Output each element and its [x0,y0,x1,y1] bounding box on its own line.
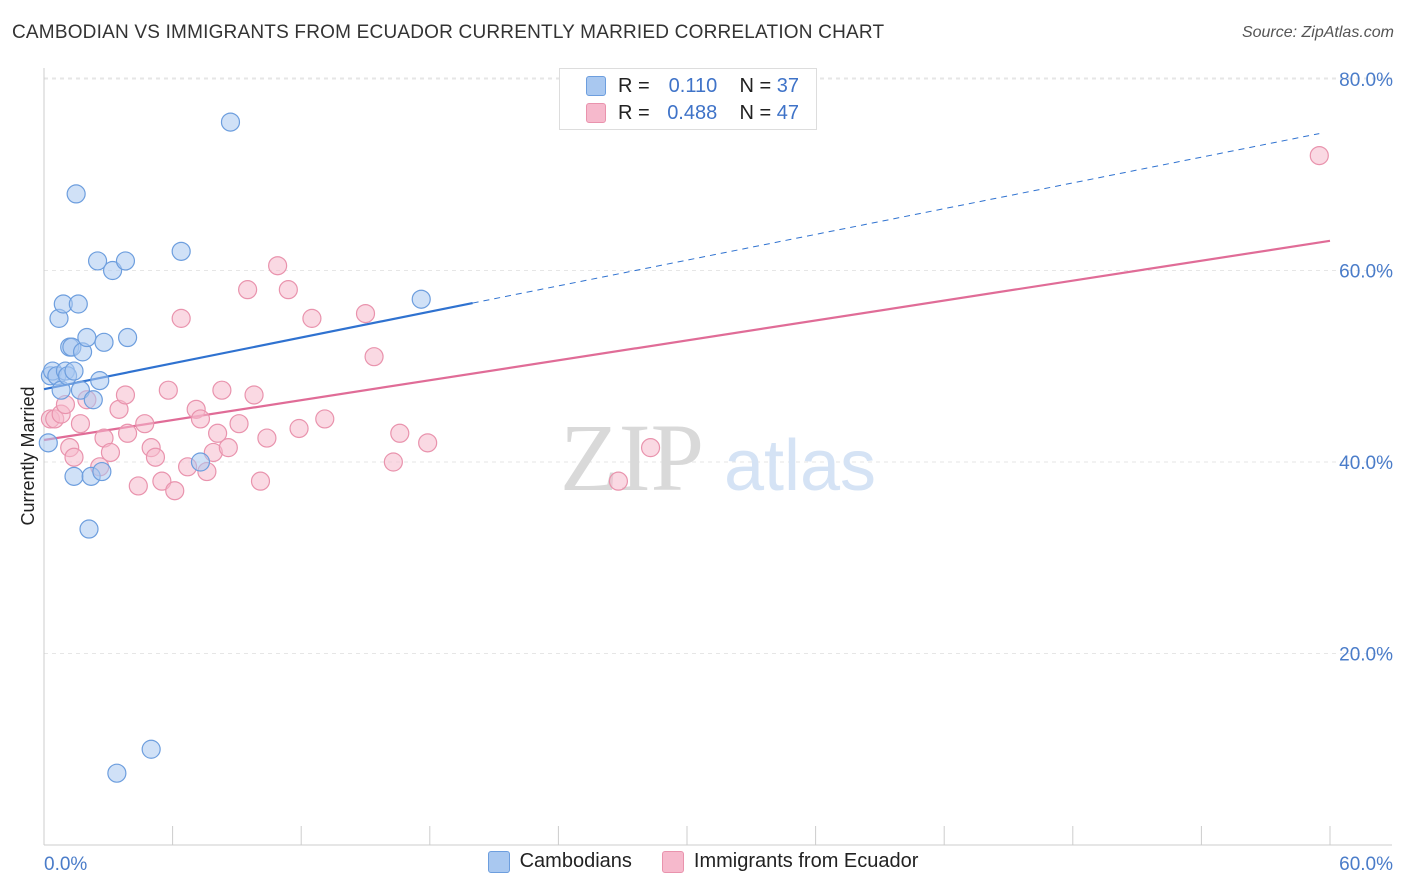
stats-legend: R = 0.110 N = 37 R = 0.488 N = 47 [559,68,817,130]
data-point [229,414,249,434]
n-value: 37 [776,74,799,97]
data-point [90,371,110,391]
legend-row-cambodians: R = 0.110 N = 37 [586,73,799,99]
data-point [171,308,191,328]
n-label: N = [739,74,772,97]
data-point [355,303,376,324]
cambodians-swatch [586,76,606,96]
data-point [115,251,136,271]
data-point [92,461,112,482]
data-point [128,476,148,496]
data-point [64,466,84,486]
trend-line [43,239,1331,442]
trend-layer [43,133,1331,442]
legend-row-ecuador: R = 0.488 N = 47 [586,100,799,126]
data-point [212,380,232,400]
data-point [411,289,431,309]
watermark-zip: ZIP [560,404,704,511]
data-point [117,327,138,348]
ecuador-swatch [586,103,606,123]
data-point [100,442,121,463]
data-point [250,471,271,491]
legend-label-ecuador: Immigrants from Ecuador [693,850,919,872]
x-tick-label: 0.0% [44,854,87,875]
data-point [220,112,241,132]
data-point [64,361,84,381]
data-point [238,280,258,300]
data-point [608,471,629,491]
data-point [77,327,97,348]
data-point [390,423,410,443]
data-point [79,519,99,539]
data-point [38,433,58,453]
data-point [145,447,166,467]
data-point [418,433,438,453]
watermark-atlas: atlas [724,426,876,506]
source-label: Source: ZipAtlas.com [1241,24,1394,41]
data-point [190,452,211,472]
ecuador-legend-swatch [661,850,684,873]
data-point [364,347,384,367]
trend-line-extension [472,133,1320,304]
data-point [141,739,161,759]
y-tick-label: 60.0% [1339,262,1393,283]
data-point [66,184,86,204]
data-point [87,251,108,271]
series-legend: Cambodians Immigrants from Ecuador [0,850,1406,873]
data-point [289,418,309,439]
data-point [190,409,211,429]
grid-layer [44,77,1392,654]
data-point [70,380,91,400]
data-point [171,241,191,261]
watermark: ZIP atlas [560,404,876,511]
data-point [83,390,103,410]
data-point [208,423,228,443]
x-tick-label: 60.0% [1339,854,1393,875]
data-point [278,280,298,300]
r-value: 0.110 [668,74,718,97]
data-point [135,414,155,434]
y-axis-title: Currently Married [18,386,38,525]
point-layer [38,112,1329,783]
data-point [70,414,91,434]
chart-title: CAMBODIAN VS IMMIGRANTS FROM ECUADOR CUR… [12,22,885,43]
data-point [115,385,136,405]
data-point [640,438,661,458]
data-point [94,332,114,352]
data-point [152,471,172,491]
data-point [165,481,185,501]
r-value: 0.488 [667,101,718,124]
data-point [64,447,84,467]
data-point [158,380,178,400]
data-point [302,308,322,328]
data-point [268,256,288,276]
data-point [244,385,264,405]
cambodians-legend-swatch [487,850,510,873]
axis-layer: 20.0% 40.0% 60.0% 80.0% 0.0% 60.0% [43,68,1393,875]
data-point [383,452,403,472]
data-point [107,763,127,783]
data-point [257,428,277,448]
legend-label-cambodians: Cambodians [519,850,632,872]
r-label: R = [618,74,650,97]
data-point [218,438,238,458]
data-point [1309,146,1329,166]
legend-item-cambodians[interactable]: Cambodians [487,850,632,873]
n-value: 47 [776,101,799,124]
legend-item-ecuador[interactable]: Immigrants from Ecuador [661,850,919,873]
data-point [102,260,123,281]
data-point [68,294,88,314]
trend-line [43,301,473,391]
y-tick-label: 40.0% [1339,453,1393,474]
r-label: R = [618,101,650,124]
y-tick-label: 20.0% [1339,645,1393,666]
data-point [117,423,138,443]
y-tick-label: 80.0% [1339,70,1393,91]
data-point [315,409,335,429]
n-label: N = [739,101,772,124]
